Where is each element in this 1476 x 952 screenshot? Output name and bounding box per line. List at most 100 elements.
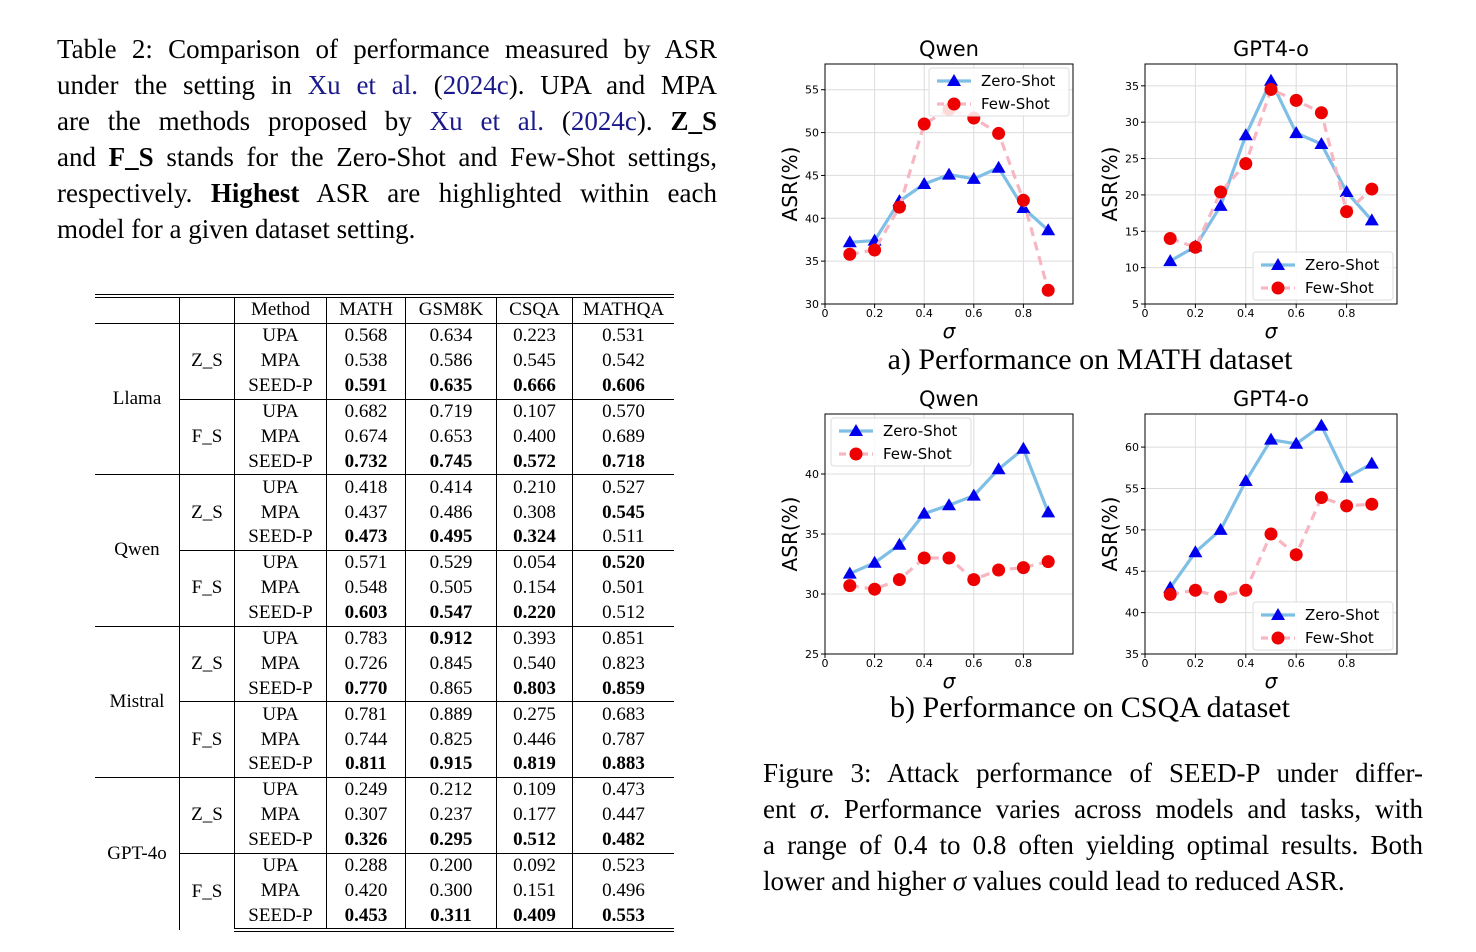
x-tick-label: 0.4 (1237, 657, 1255, 670)
value-cell: 0.520 (572, 549, 674, 576)
table-header-cell (179, 293, 235, 324)
caption-text: ( (417, 70, 443, 100)
data-point-zero-shot (1289, 126, 1304, 139)
subcaption-b: b) Performance on CSQA dataset (890, 691, 1290, 724)
value-cell: 0.447 (572, 802, 674, 828)
data-point-few-shot (1314, 106, 1328, 120)
results-table: Method MATH GSM8K CSQA MATHQA Llama Z_S UP… (95, 293, 674, 933)
value-cell: 0.538 (326, 348, 406, 374)
table-row: SEED-P 0.603 0.547 0.220 0.512 (95, 600, 674, 627)
legend-marker (849, 447, 863, 461)
chart-title: Qwen (919, 37, 979, 61)
value-cell: 0.744 (326, 727, 406, 753)
caption-line: ent σ. Performance varies across models … (763, 791, 1423, 827)
x-tick-label: 0.4 (915, 657, 933, 670)
value-cell: 0.803 (496, 676, 573, 702)
table-row: MPA 0.548 0.505 0.154 0.501 (95, 575, 674, 601)
table-row: MPA 0.674 0.653 0.400 0.689 (95, 424, 674, 450)
data-point-zero-shot (1213, 522, 1228, 535)
method-cell: SEED-P (234, 752, 327, 778)
x-tick-label: 0.6 (1287, 307, 1305, 320)
value-cell: 0.307 (326, 802, 406, 828)
value-cell: 0.570 (572, 398, 674, 425)
value-cell: 0.666 (496, 373, 573, 400)
data-point-few-shot (1340, 499, 1354, 513)
table-row: Qwen Z_S UPA 0.418 0.414 0.210 0.527 (95, 474, 674, 627)
caption-line: model for a given dataset setting. (57, 211, 717, 247)
caption-line: are the methods proposed by Xu et al. (2… (57, 103, 717, 139)
x-tick-label: 0.2 (1187, 307, 1205, 320)
data-point-few-shot (1365, 182, 1379, 196)
data-point-zero-shot (991, 160, 1006, 173)
data-point-few-shot (1041, 283, 1055, 297)
y-tick-label: 40 (805, 212, 819, 225)
setting-cell: Z_S (179, 322, 235, 400)
value-cell: 0.501 (572, 575, 674, 601)
series-line-zero-shot (1169, 79, 1373, 263)
setting-cell: F_S (179, 398, 235, 475)
y-tick-label: 35 (1125, 648, 1139, 661)
figure-caption: Figure 3: Attack performance of SEED-P u… (763, 755, 1423, 899)
y-tick-label: 30 (805, 298, 819, 311)
data-point-few-shot (843, 247, 857, 261)
data-point-few-shot (992, 563, 1006, 577)
data-point-zero-shot (1238, 128, 1253, 141)
citation-link[interactable]: 2024c (442, 70, 509, 100)
caption-line: respectively. Highest ASR are highlighte… (57, 175, 717, 211)
table-row: SEED-P 0.473 0.495 0.324 0.511 (95, 525, 674, 551)
value-cell: 0.177 (496, 802, 573, 828)
data-point-zero-shot (1314, 137, 1329, 149)
y-tick-label: 35 (1125, 80, 1139, 93)
value-cell: 0.054 (496, 549, 573, 576)
data-point-few-shot (1365, 497, 1379, 511)
value-cell: 0.823 (572, 651, 674, 677)
data-point-few-shot (942, 551, 956, 565)
x-tick-label: 0 (1142, 657, 1149, 670)
value-cell: 0.811 (326, 752, 406, 778)
value-cell: 0.770 (326, 676, 406, 702)
legend-marker (1271, 281, 1285, 295)
data-point-zero-shot (966, 488, 981, 501)
caption-text: ). (636, 106, 671, 136)
y-tick-label: 20 (1125, 189, 1139, 202)
y-tick-label: 35 (805, 528, 819, 541)
model-name-cell: Mistral (95, 625, 180, 778)
caption-text: Highest (210, 178, 300, 208)
caption-text: lower and higher (763, 866, 953, 896)
value-cell: 0.719 (405, 398, 497, 425)
y-tick-label: 50 (1125, 524, 1139, 537)
citation-link[interactable]: 2024c (570, 106, 637, 136)
chart-title: GPT4-o (1233, 37, 1309, 61)
plot-frame (1144, 413, 1398, 655)
value-cell: 0.288 (326, 852, 406, 879)
citation-link[interactable]: Xu et al. (307, 70, 418, 100)
value-cell: 0.674 (326, 424, 406, 450)
caption-text: ent (763, 794, 810, 824)
value-cell: 0.512 (572, 600, 674, 627)
caption-line: Table 2: Comparison of performance measu… (57, 31, 717, 67)
caption-text: Figure 3: Attack performance of SEED-P u… (763, 758, 1423, 788)
legend-label: Zero-Shot (1305, 606, 1379, 624)
data-point-few-shot (868, 243, 882, 257)
data-point-zero-shot (991, 462, 1006, 475)
y-tick-label: 35 (805, 255, 819, 268)
table-header-cell: MATH (326, 293, 406, 324)
data-point-few-shot (1214, 590, 1228, 604)
legend-label: Few-Shot (1305, 279, 1374, 297)
y-axis-label: ASR(%) (778, 497, 802, 572)
y-tick-label: 40 (805, 468, 819, 481)
value-cell: 0.107 (496, 398, 573, 425)
value-cell: 0.523 (572, 852, 674, 879)
table-row: MPA 0.420 0.300 0.151 0.496 (95, 878, 674, 904)
method-cell: UPA (234, 776, 327, 803)
data-point-zero-shot (1213, 198, 1228, 211)
value-cell: 0.634 (405, 322, 497, 349)
method-cell: MPA (234, 878, 327, 904)
chart-title: Qwen (919, 387, 979, 411)
value-cell: 0.682 (326, 398, 406, 425)
method-cell: SEED-P (234, 449, 327, 475)
method-cell: SEED-P (234, 903, 327, 933)
caption-text: values could lead to reduced ASR. (966, 866, 1345, 896)
citation-link[interactable]: Xu et al. (429, 106, 545, 136)
data-point-zero-shot (1188, 545, 1203, 558)
